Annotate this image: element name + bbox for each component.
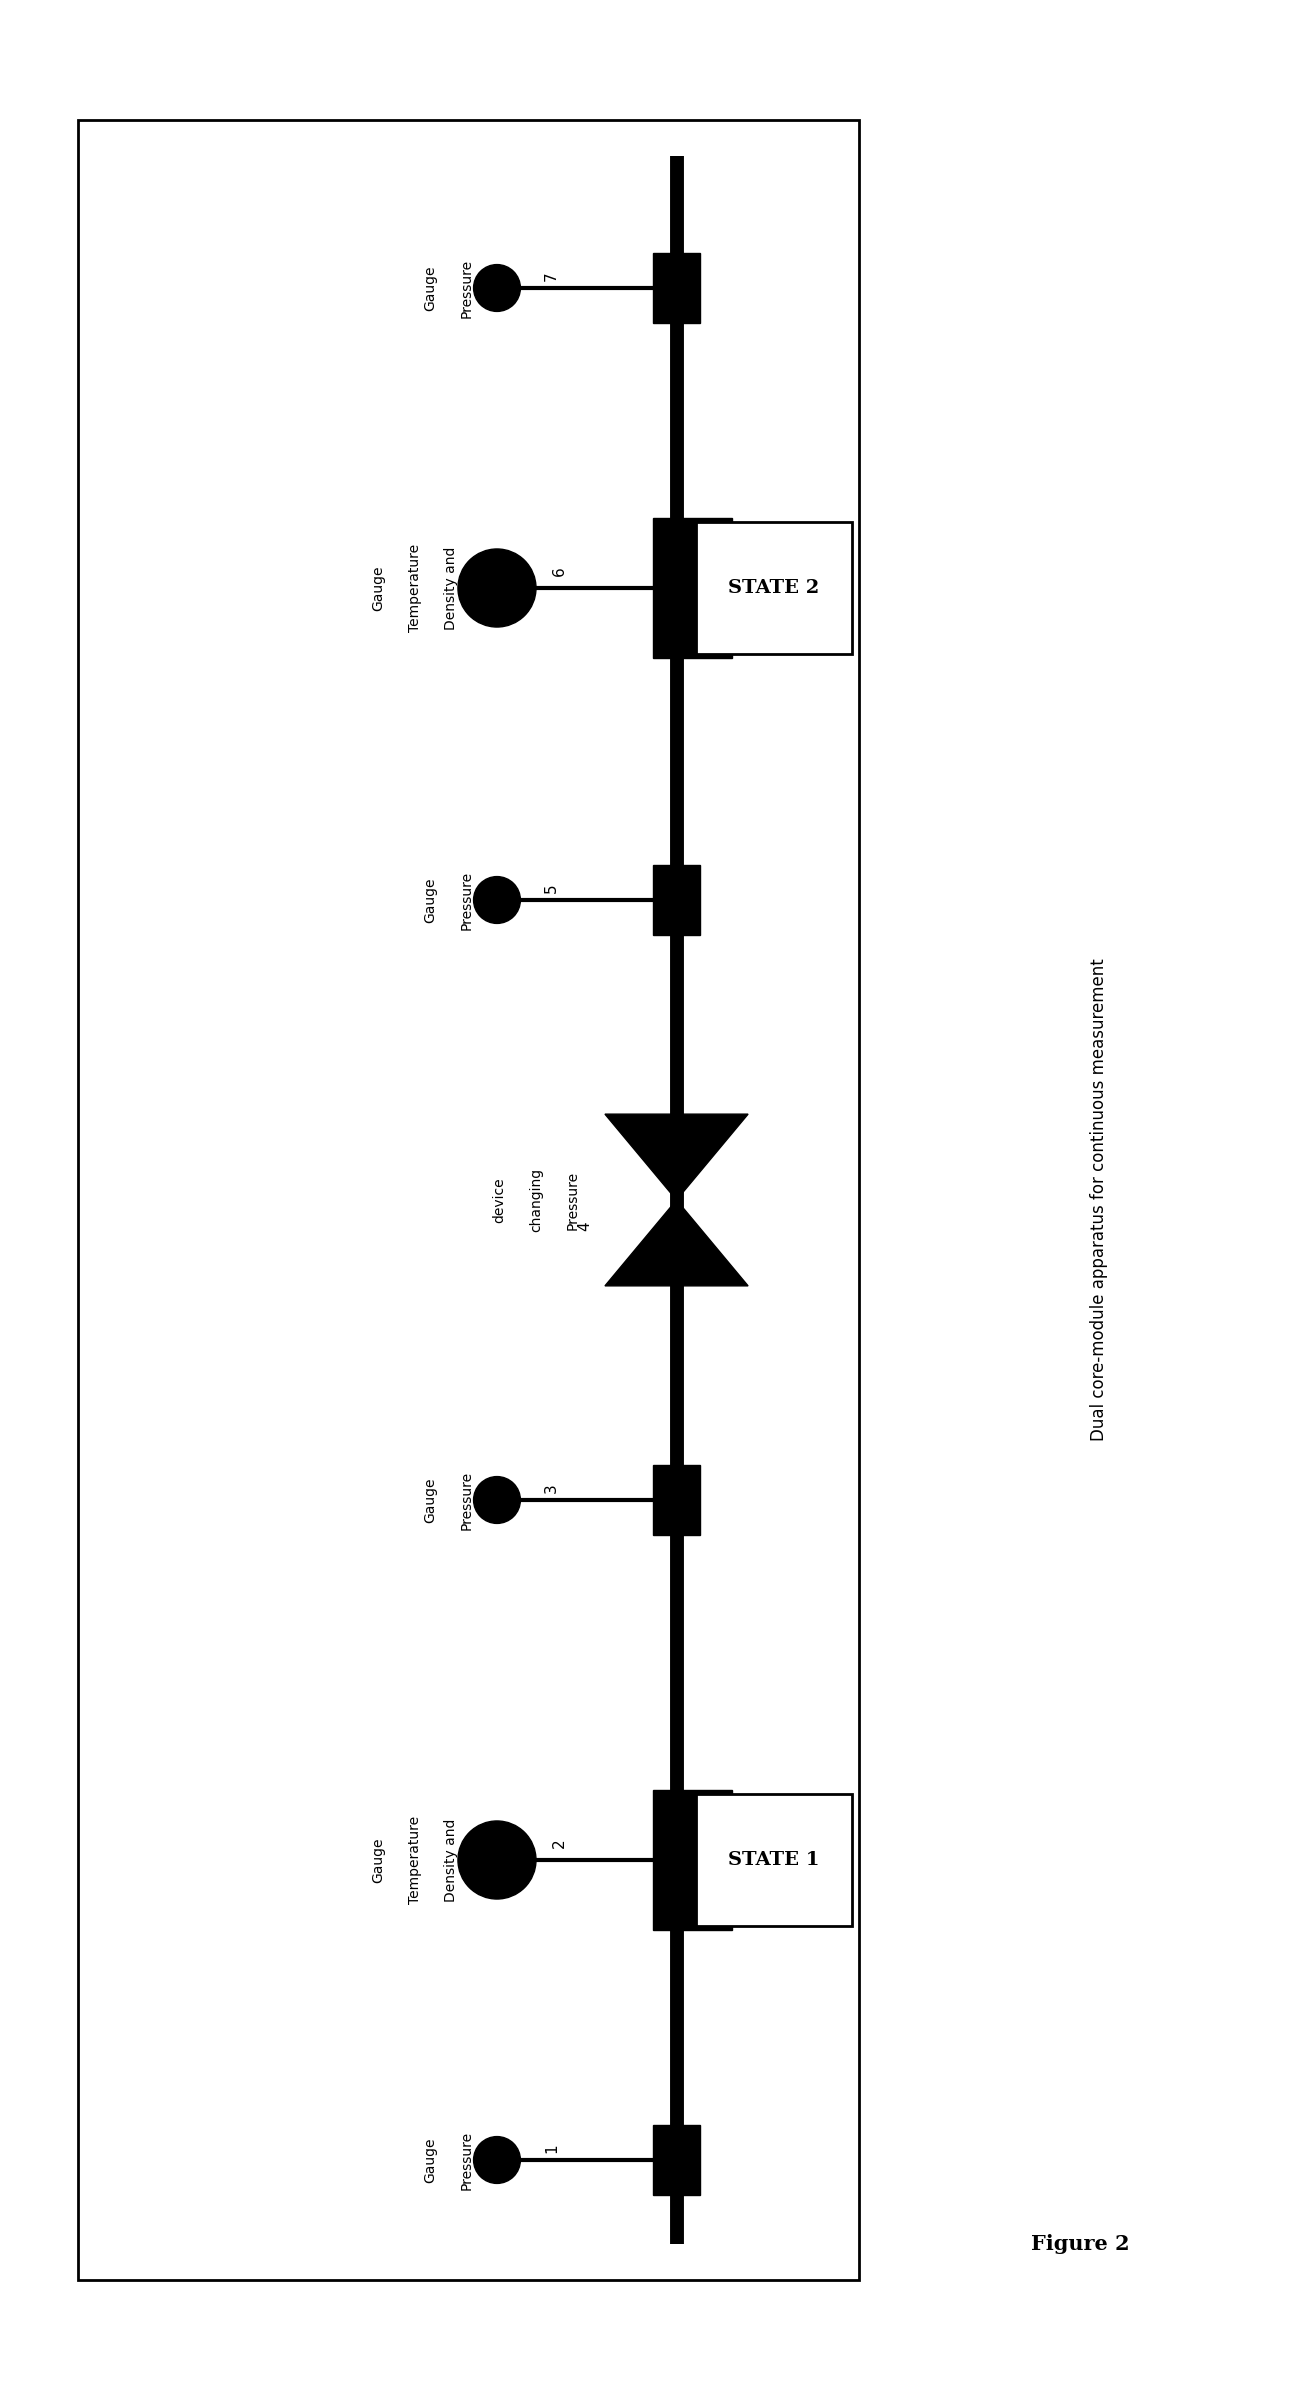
Text: Temperature: Temperature: [409, 1817, 422, 1903]
Polygon shape: [605, 1114, 748, 1200]
Ellipse shape: [458, 550, 536, 626]
Text: 7: 7: [544, 271, 559, 281]
Text: 4: 4: [576, 1222, 592, 1231]
Text: Pressure: Pressure: [461, 871, 474, 929]
Bar: [653, 252, 700, 324]
Bar: [653, 864, 700, 936]
Ellipse shape: [474, 264, 520, 312]
Text: Dual core-module apparatus for continuous measurement: Dual core-module apparatus for continuou…: [1090, 958, 1108, 1442]
Text: Pressure: Pressure: [461, 2131, 474, 2189]
Bar: [653, 518, 732, 658]
Bar: [696, 521, 852, 653]
Text: 5: 5: [544, 883, 559, 893]
Text: device: device: [493, 1176, 506, 1224]
Ellipse shape: [458, 1822, 536, 1898]
Ellipse shape: [474, 1476, 520, 1524]
Text: 3: 3: [544, 1483, 559, 1493]
Text: Figure 2: Figure 2: [1030, 2234, 1129, 2254]
Polygon shape: [605, 1200, 748, 1286]
Text: STATE 2: STATE 2: [729, 578, 820, 598]
Ellipse shape: [474, 2136, 520, 2184]
Text: 2: 2: [552, 1838, 567, 1848]
Text: Pressure: Pressure: [461, 1471, 474, 1529]
Text: Pressure: Pressure: [566, 1171, 579, 1229]
Text: Gauge: Gauge: [372, 1838, 385, 1882]
Text: Gauge: Gauge: [424, 2138, 437, 2182]
Ellipse shape: [474, 876, 520, 924]
Text: 6: 6: [552, 566, 567, 576]
Text: Temperature: Temperature: [409, 545, 422, 631]
Bar: [653, 2124, 700, 2196]
Text: Density and: Density and: [445, 547, 458, 629]
Bar: [653, 1464, 700, 1536]
Bar: [653, 1790, 732, 1930]
Text: Gauge: Gauge: [424, 1478, 437, 1522]
Text: STATE 1: STATE 1: [729, 1850, 820, 1870]
Text: 1: 1: [544, 2143, 559, 2153]
Text: changing: changing: [530, 1169, 543, 1231]
Text: Gauge: Gauge: [424, 878, 437, 922]
Bar: [78, 120, 859, 2280]
Bar: [696, 1795, 852, 1925]
Text: Gauge: Gauge: [424, 266, 437, 310]
Text: Density and: Density and: [445, 1819, 458, 1901]
Text: Pressure: Pressure: [461, 259, 474, 317]
Text: Gauge: Gauge: [372, 566, 385, 610]
